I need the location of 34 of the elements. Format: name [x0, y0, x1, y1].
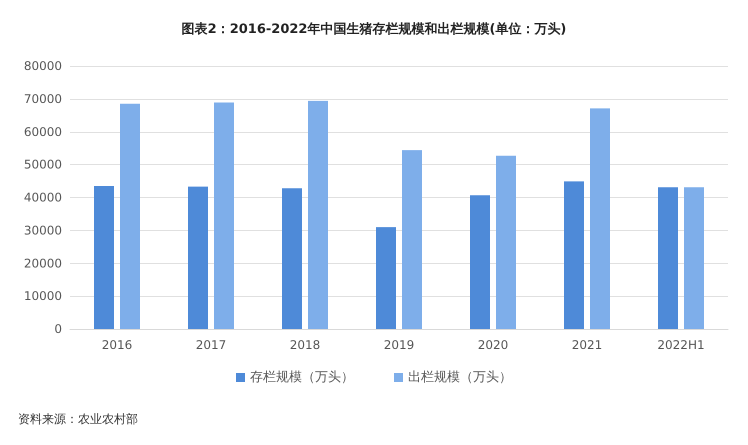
bar: [496, 156, 516, 329]
bar: [470, 195, 490, 329]
bar: [684, 187, 704, 329]
bar: [94, 186, 114, 329]
y-tick-label: 10000: [24, 289, 62, 304]
text: 资料来源：农业农村部: [18, 412, 138, 426]
y-tick-label: 70000: [24, 92, 62, 106]
x-tick-label: 2022H1: [657, 338, 705, 352]
bar: [214, 102, 234, 329]
x-tick-label: 2018: [290, 338, 320, 352]
legend-label: 出栏规模（万头）: [408, 370, 512, 385]
bar: [308, 100, 328, 329]
bar: [590, 108, 610, 329]
y-tick-label: 60000: [24, 124, 62, 139]
bar: [376, 227, 396, 329]
x-tick-label: 2019: [384, 338, 414, 352]
bar: [282, 188, 302, 329]
y-tick-label: 40000: [24, 190, 62, 204]
bar: [402, 150, 422, 329]
y-tick-label: 0: [54, 322, 62, 336]
bar: [120, 104, 140, 329]
y-tick-label: 30000: [24, 223, 62, 238]
y-tick-label: 50000: [24, 158, 62, 172]
bar: [564, 181, 584, 329]
x-tick-label: 2021: [572, 338, 602, 352]
y-tick-label: 20000: [24, 256, 62, 270]
x-tick-label: 2016: [102, 338, 132, 352]
bar: [658, 187, 678, 329]
x-tick-label: 2020: [478, 338, 508, 352]
legend-label: 存栏规模（万头）: [250, 370, 354, 385]
y-tick-label: 80000: [24, 59, 62, 73]
chart-title: 图表2：2016-2022年中国生猪存栏规模和出栏规模(单位：万头): [182, 21, 566, 37]
x-tick-label: 2017: [196, 338, 226, 352]
bar: [188, 186, 208, 329]
